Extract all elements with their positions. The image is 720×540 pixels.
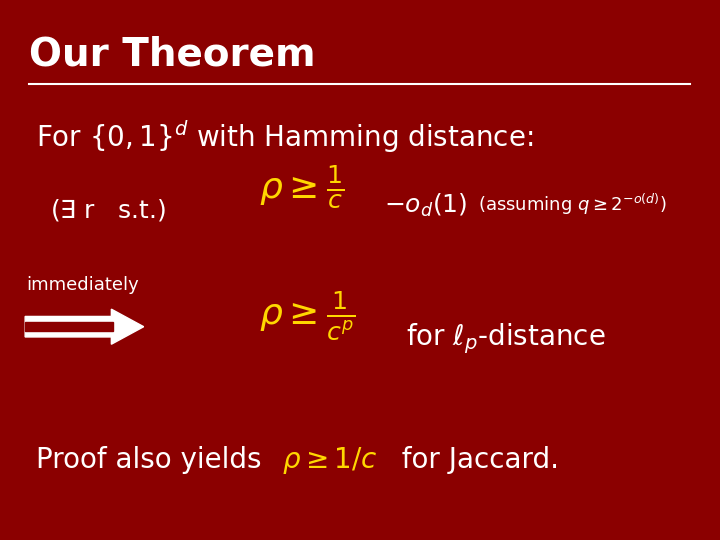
Text: $\rho \geq \frac{1}{c^p}$: $\rho \geq \frac{1}{c^p}$ [258, 289, 355, 342]
Text: immediately: immediately [26, 276, 139, 294]
Text: For $\{0,1\}^d$ with Hamming distance:: For $\{0,1\}^d$ with Hamming distance: [36, 119, 534, 156]
Text: $\rho \geq \frac{1}{c}$: $\rho \geq \frac{1}{c}$ [258, 163, 344, 210]
Text: for Jaccard.: for Jaccard. [384, 446, 559, 474]
Text: Proof also yields: Proof also yields [36, 446, 279, 474]
Text: (assuming $q \geq 2^{-o(d)}$): (assuming $q \geq 2^{-o(d)}$) [478, 192, 666, 217]
FancyArrow shape [25, 322, 113, 331]
Text: for $\ell_p$-distance: for $\ell_p$-distance [406, 321, 606, 356]
Text: $\rho \geq 1/c$: $\rho \geq 1/c$ [282, 446, 377, 476]
Text: $-o_d(1)$: $-o_d(1)$ [384, 192, 468, 219]
Text: ($\exists$ r   s.t.): ($\exists$ r s.t.) [50, 197, 166, 223]
FancyArrow shape [25, 309, 144, 345]
Text: Our Theorem: Our Theorem [29, 35, 315, 73]
